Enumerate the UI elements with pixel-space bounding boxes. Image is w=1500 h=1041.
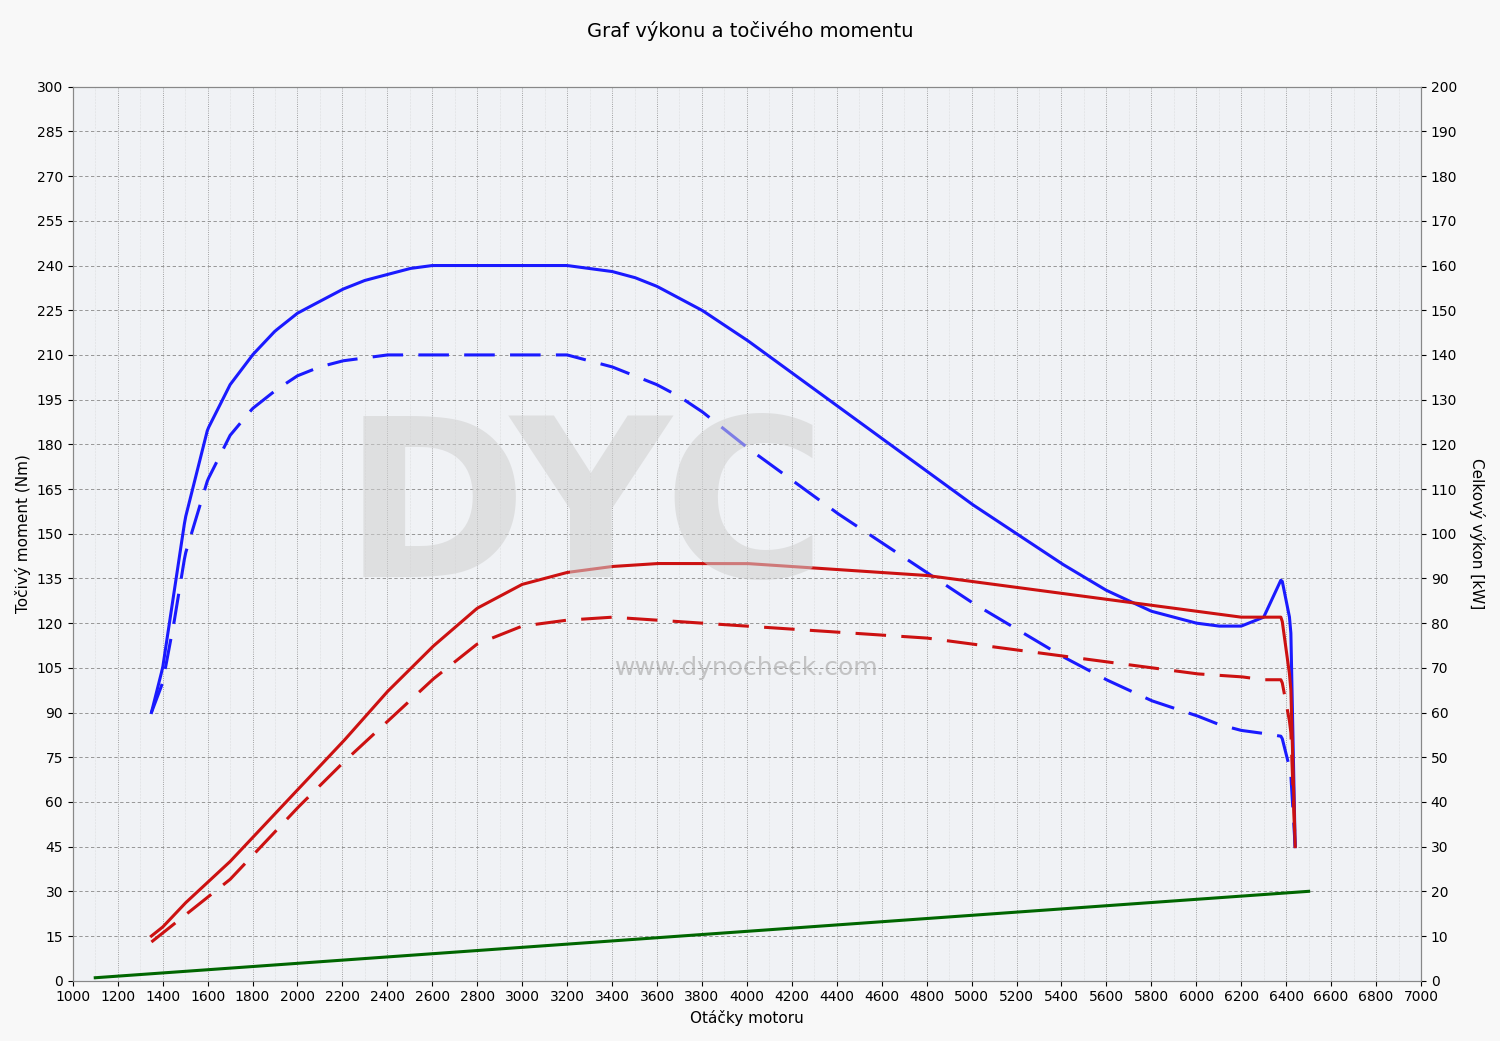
Text: www.dynocheck.com: www.dynocheck.com <box>615 656 879 680</box>
Text: Graf výkonu a točivého momentu: Graf výkonu a točivého momentu <box>586 21 914 41</box>
Y-axis label: Točivý moment (Nm): Točivý moment (Nm) <box>15 454 32 613</box>
Y-axis label: Celkový výkon [kW]: Celkový výkon [kW] <box>1468 458 1485 609</box>
Text: DYC: DYC <box>344 409 828 623</box>
X-axis label: Otáčky motoru: Otáčky motoru <box>690 1010 804 1026</box>
